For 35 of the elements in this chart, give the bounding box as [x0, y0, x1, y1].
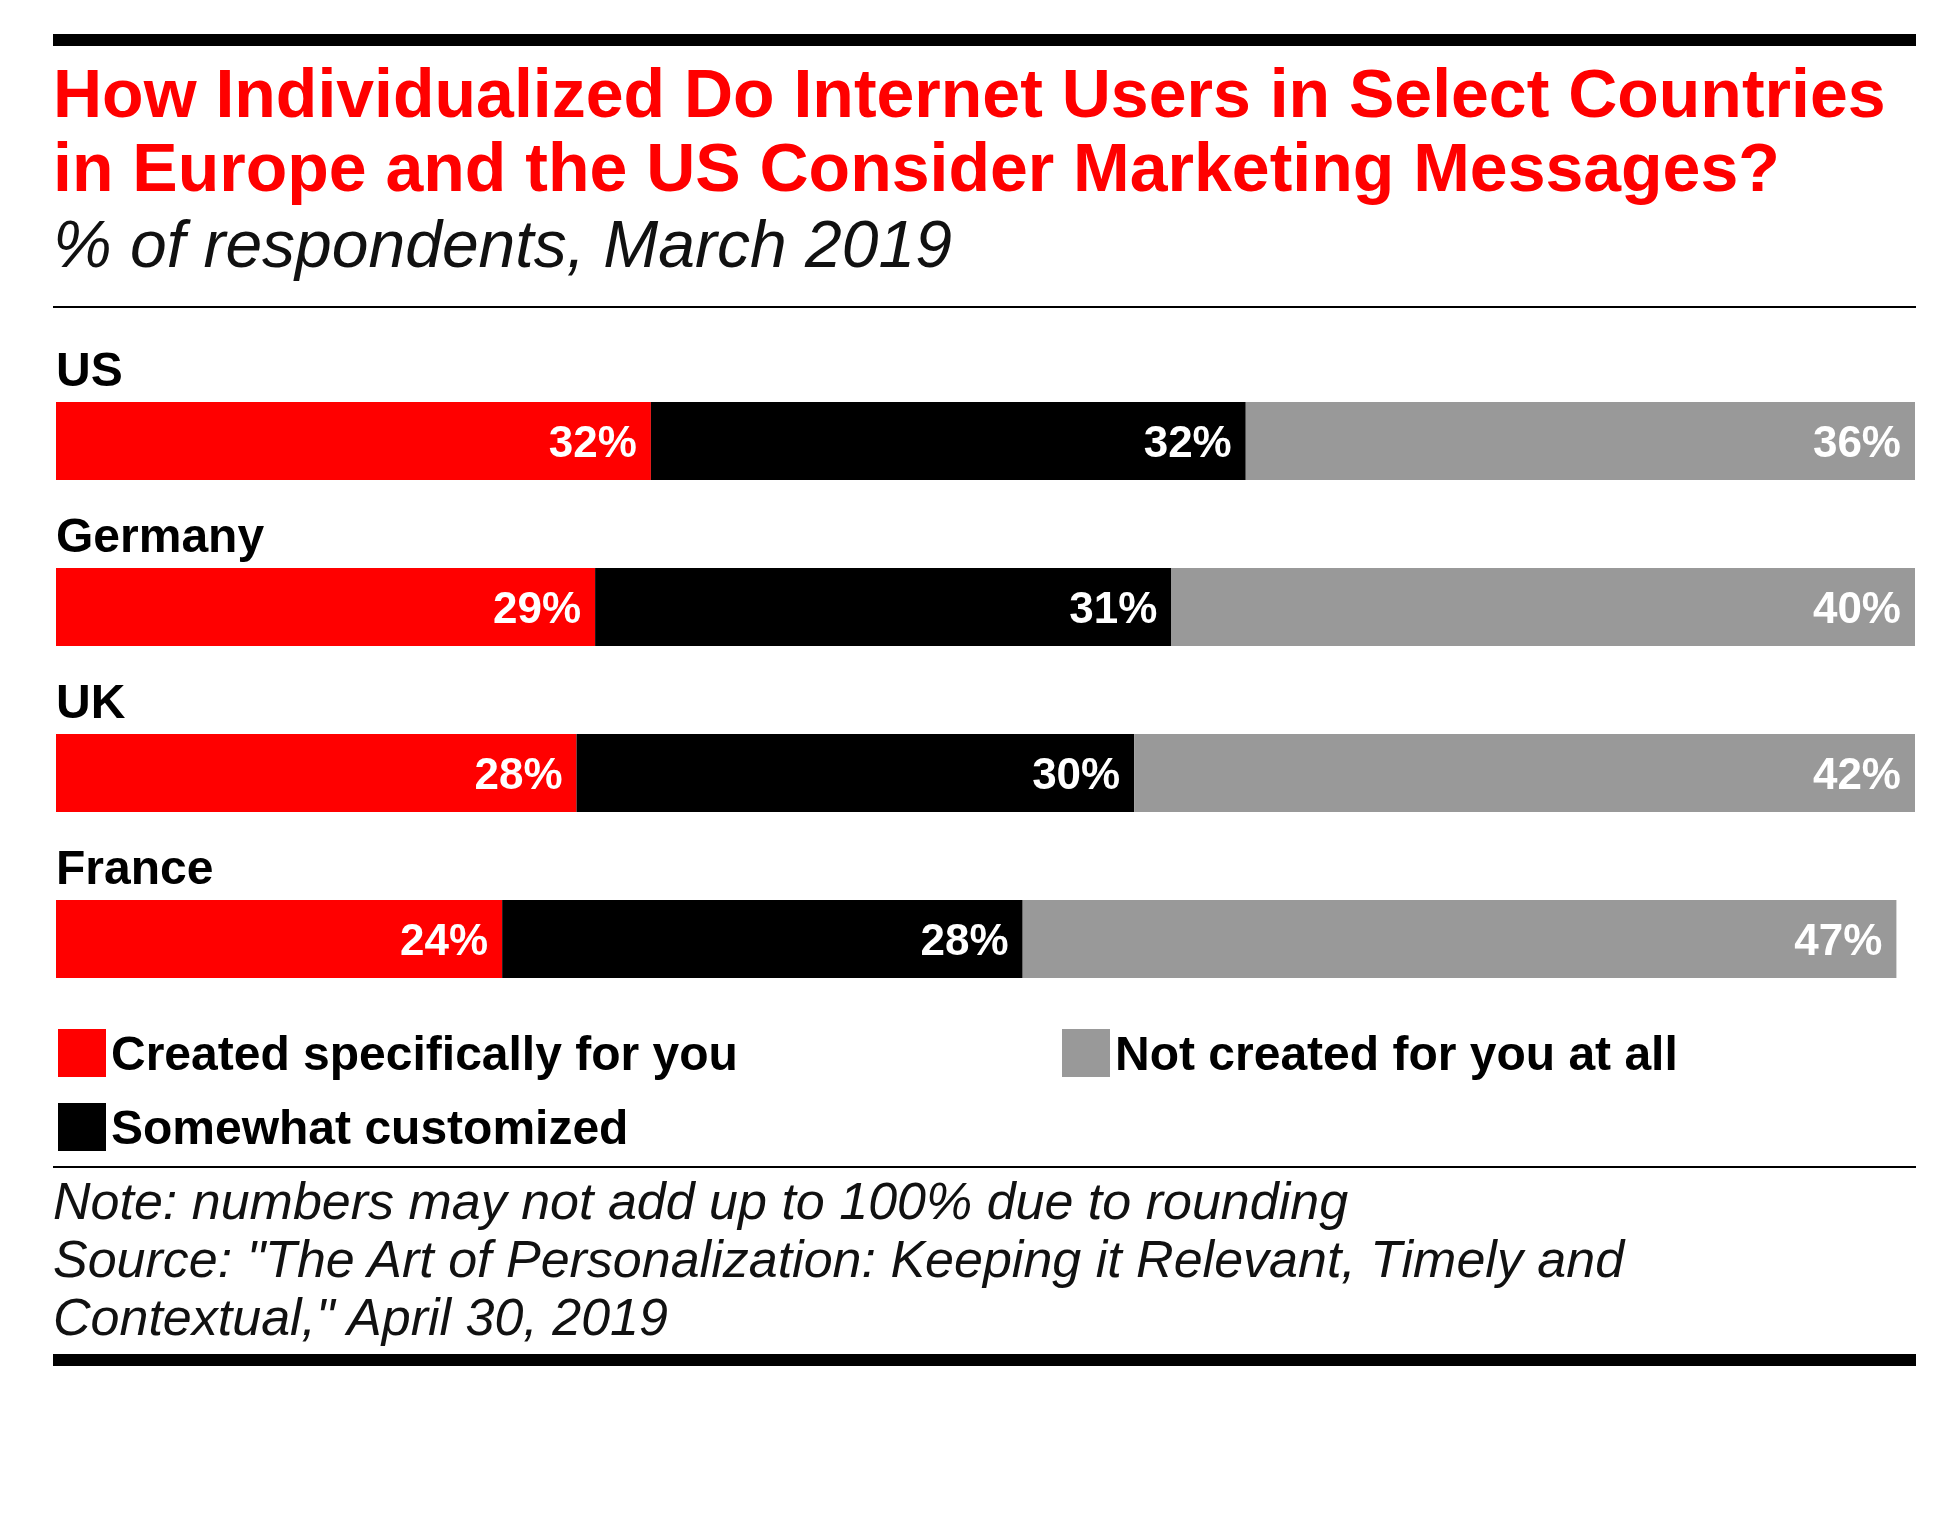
bar [56, 568, 596, 646]
data-label: 32% [1143, 416, 1232, 466]
bar [56, 734, 577, 812]
data-label: 47% [1794, 914, 1883, 964]
data-label: 40% [1812, 582, 1901, 632]
data-label: 31% [1069, 582, 1158, 632]
bar [650, 402, 1246, 480]
data-label: 32% [548, 416, 637, 466]
y-tick-label: US [56, 342, 123, 396]
data-label: 28% [920, 914, 1009, 964]
chart-title: How Individualized Do Internet Users in Select Countries in Europe and the US Consider Marketing Messages? [53, 55, 1887, 205]
bar [1171, 568, 1915, 646]
bar [595, 568, 1172, 646]
data-label: 28% [474, 748, 563, 798]
bar [502, 900, 1023, 978]
legend-label: Created specifically for you [111, 1026, 738, 1080]
bar [1245, 402, 1915, 480]
data-label: 29% [493, 582, 582, 632]
y-tick-label: France [56, 840, 214, 894]
text: Note: numbers may not add up to 100% due to rounding [53, 1172, 1350, 1230]
bar [1134, 734, 1915, 812]
data-label: 30% [1032, 748, 1121, 798]
chart-subtitle: % of respondents, March 2019 [53, 206, 953, 283]
data-label: 36% [1812, 416, 1901, 466]
data-label: 24% [400, 914, 489, 964]
y-tick-label: Germany [56, 508, 265, 562]
y-tick-label: UK [56, 674, 126, 728]
bar [56, 402, 651, 480]
bar [576, 734, 1135, 812]
legend-label: Not created for you at all [1115, 1026, 1678, 1080]
bar [1022, 900, 1897, 978]
data-label: 42% [1812, 748, 1901, 798]
bar [56, 900, 503, 978]
legend-label: Somewhat customized [111, 1100, 629, 1154]
source-note: Source: "The Art of Personalization: Keeping it Relevant, Timely and Contextual," April 30, 2019 [53, 1230, 1627, 1346]
